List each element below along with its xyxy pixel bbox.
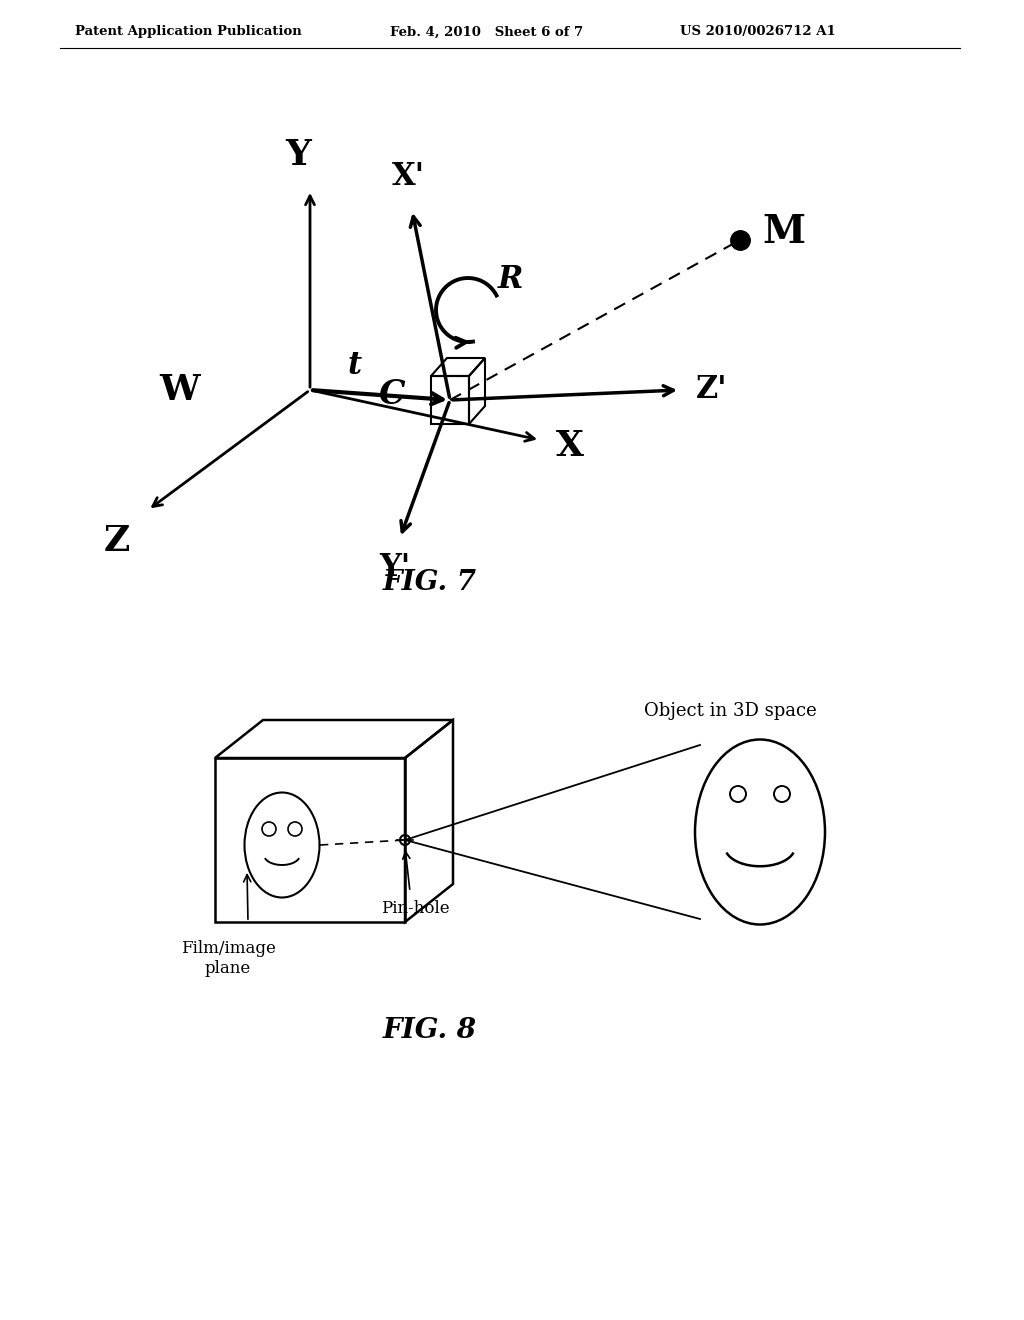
Text: X: X	[556, 429, 584, 463]
Text: Z: Z	[103, 524, 130, 558]
Text: Object in 3D space: Object in 3D space	[644, 702, 816, 719]
Text: FIG. 7: FIG. 7	[383, 569, 477, 595]
Text: Pin-hole: Pin-hole	[381, 900, 450, 917]
Text: FIG. 8: FIG. 8	[383, 1016, 477, 1044]
Text: Z': Z'	[696, 375, 727, 405]
Text: Y: Y	[285, 139, 311, 172]
Text: M: M	[762, 213, 805, 251]
Text: C: C	[379, 379, 406, 412]
Text: Film/image
plane: Film/image plane	[180, 940, 275, 977]
Text: R: R	[498, 264, 522, 296]
Text: Feb. 4, 2010   Sheet 6 of 7: Feb. 4, 2010 Sheet 6 of 7	[390, 25, 583, 38]
Text: W: W	[160, 374, 200, 407]
Text: Patent Application Publication: Patent Application Publication	[75, 25, 302, 38]
Text: US 2010/0026712 A1: US 2010/0026712 A1	[680, 25, 836, 38]
Text: Y': Y'	[380, 552, 411, 583]
Text: t: t	[348, 350, 362, 380]
Text: X': X'	[391, 161, 425, 191]
